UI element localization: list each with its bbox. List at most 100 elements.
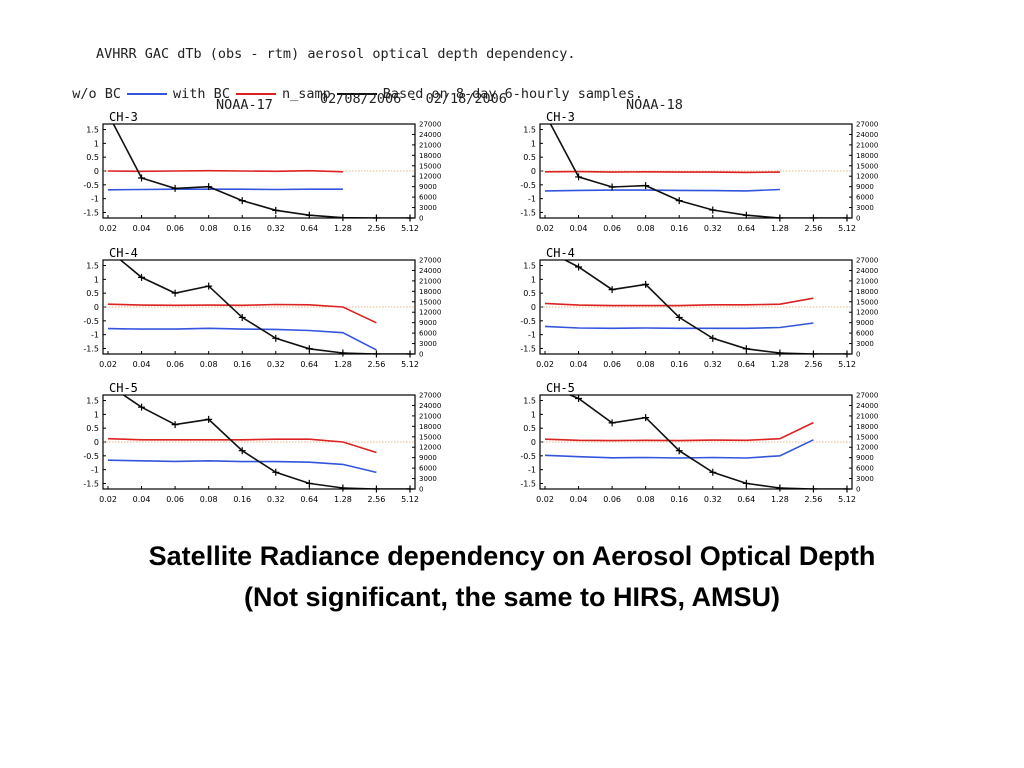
legend-swatch-without-bc bbox=[127, 93, 168, 95]
n-samp-marker bbox=[138, 174, 146, 182]
n-samp-marker bbox=[642, 182, 650, 190]
y-tick-label: -0.5 bbox=[83, 452, 99, 461]
x-tick-label: 1.28 bbox=[334, 224, 352, 233]
y-tick-label: 0.5 bbox=[86, 424, 99, 433]
y-tick-label: 0 bbox=[94, 167, 99, 176]
figure-title: AVHRR GAC dTb (obs - rtm) aerosol optica… bbox=[96, 46, 576, 62]
y2-tick-label: 27000 bbox=[856, 257, 878, 265]
y-tick-label: -1.5 bbox=[520, 208, 536, 217]
n-samp-marker bbox=[305, 479, 313, 487]
y2-tick-label: 24000 bbox=[419, 402, 441, 410]
x-tick-label: 1.28 bbox=[771, 360, 789, 369]
n-samp-marker bbox=[776, 349, 784, 357]
y-tick-label: 0.5 bbox=[523, 289, 536, 298]
y2-tick-label: 6000 bbox=[856, 465, 874, 473]
chart-panel: CH-3 0.02 0.04 0.06 0.08 0.16 0.32 0.64 1.28 2.56… bbox=[520, 110, 878, 233]
series-line-n-samp bbox=[549, 124, 847, 218]
y2-tick-label: 0 bbox=[856, 215, 860, 223]
y2-tick-label: 18000 bbox=[856, 288, 878, 296]
n-samp-marker bbox=[675, 313, 683, 321]
n-samp-marker bbox=[272, 206, 280, 214]
y2-tick-label: 0 bbox=[419, 215, 423, 223]
n-samp-marker bbox=[675, 447, 683, 455]
x-tick-label: 0.32 bbox=[267, 495, 285, 504]
y-tick-label: -0.5 bbox=[83, 317, 99, 326]
x-tick-label: 0.02 bbox=[99, 360, 117, 369]
x-tick-label: 0.64 bbox=[737, 360, 755, 369]
y2-tick-label: 18000 bbox=[419, 423, 441, 431]
y2-tick-label: 15000 bbox=[856, 433, 878, 441]
x-tick-label: 0.02 bbox=[99, 224, 117, 233]
y2-tick-label: 0 bbox=[419, 486, 423, 494]
series-line-with-bc bbox=[544, 297, 814, 307]
y2-tick-label: 9000 bbox=[419, 319, 437, 327]
n-samp-marker bbox=[138, 403, 146, 411]
n-samp-marker bbox=[608, 286, 616, 294]
figure-legend: w/o BC with BC n_samp Based on 8-day 6-hour… bbox=[56, 70, 643, 102]
y-tick-label: 0 bbox=[94, 438, 99, 447]
x-tick-label: 0.32 bbox=[267, 360, 285, 369]
x-tick-label: 0.32 bbox=[704, 360, 722, 369]
y2-tick-label: 15000 bbox=[856, 298, 878, 306]
n-samp-marker bbox=[339, 484, 347, 492]
y-tick-label: -1 bbox=[91, 466, 99, 475]
y-tick-label: 1.5 bbox=[523, 262, 536, 271]
x-tick-label: 2.56 bbox=[805, 495, 823, 504]
y2-tick-label: 27000 bbox=[419, 257, 441, 265]
y2-tick-label: 6000 bbox=[419, 194, 437, 202]
series-line-with-bc bbox=[544, 421, 814, 442]
x-tick-label: 0.64 bbox=[300, 495, 318, 504]
n-samp-marker bbox=[138, 273, 146, 281]
y2-tick-label: 18000 bbox=[856, 152, 878, 160]
y2-tick-label: 6000 bbox=[419, 330, 437, 338]
panel-title: CH-3 bbox=[109, 110, 138, 124]
n-samp-marker bbox=[675, 197, 683, 205]
y2-tick-label: 12000 bbox=[856, 309, 878, 317]
y2-tick-label: 21000 bbox=[419, 277, 441, 285]
y2-tick-label: 0 bbox=[856, 351, 860, 359]
series-line-n-samp bbox=[112, 124, 410, 218]
y2-tick-label: 3000 bbox=[856, 204, 874, 212]
series-line-with-bc bbox=[107, 437, 377, 454]
y-tick-label: -1 bbox=[528, 466, 536, 475]
x-tick-label: 0.04 bbox=[570, 360, 588, 369]
n-samp-marker bbox=[709, 206, 717, 214]
n-samp-marker bbox=[272, 468, 280, 476]
y2-tick-label: 15000 bbox=[856, 162, 878, 170]
y2-tick-label: 21000 bbox=[419, 141, 441, 149]
y2-tick-label: 12000 bbox=[856, 173, 878, 181]
x-tick-label: 5.12 bbox=[838, 360, 856, 369]
y2-tick-label: 24000 bbox=[419, 131, 441, 139]
y2-tick-label: 15000 bbox=[419, 433, 441, 441]
x-tick-label: 0.16 bbox=[670, 224, 688, 233]
y-tick-label: -0.5 bbox=[83, 181, 99, 190]
y-tick-label: 1.5 bbox=[86, 126, 99, 135]
y2-tick-label: 6000 bbox=[856, 194, 874, 202]
y2-tick-label: 3000 bbox=[856, 475, 874, 483]
y-tick-label: 0.5 bbox=[523, 424, 536, 433]
y2-tick-label: 3000 bbox=[419, 204, 437, 212]
x-tick-label: 0.02 bbox=[536, 495, 554, 504]
plot-frame bbox=[539, 394, 853, 490]
x-tick-label: 1.28 bbox=[334, 360, 352, 369]
x-tick-label: 0.02 bbox=[536, 224, 554, 233]
n-samp-marker bbox=[642, 280, 650, 288]
y2-tick-label: 12000 bbox=[419, 444, 441, 452]
x-tick-label: 0.04 bbox=[133, 495, 151, 504]
n-samp-marker bbox=[339, 349, 347, 357]
y-tick-label: -0.5 bbox=[520, 317, 536, 326]
x-tick-label: 0.64 bbox=[300, 360, 318, 369]
chart-panel: CH-5 0.02 0.04 0.06 0.08 0.16 0.32 0.64 1.28 2.56… bbox=[83, 381, 441, 504]
x-tick-label: 0.04 bbox=[570, 495, 588, 504]
y2-tick-label: 6000 bbox=[419, 465, 437, 473]
x-tick-label: 2.56 bbox=[368, 495, 386, 504]
x-tick-label: 5.12 bbox=[401, 360, 419, 369]
y-tick-label: 0 bbox=[531, 303, 536, 312]
y2-tick-label: 12000 bbox=[419, 173, 441, 181]
n-samp-marker bbox=[575, 173, 583, 181]
n-samp-marker bbox=[642, 414, 650, 422]
n-samp-marker bbox=[272, 334, 280, 342]
series-line-with-bc bbox=[107, 169, 343, 173]
y-tick-label: 0.5 bbox=[86, 289, 99, 298]
n-samp-marker bbox=[238, 197, 246, 205]
